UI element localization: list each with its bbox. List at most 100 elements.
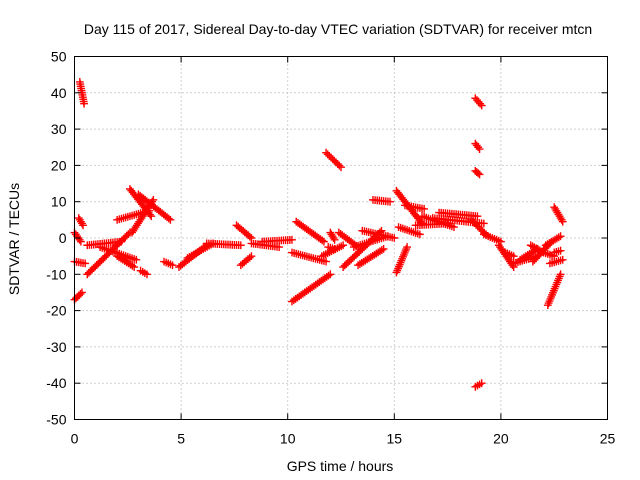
data-point [475,145,484,153]
data-point [473,212,482,221]
data-series-t18 [202,239,245,250]
data-point [236,241,245,250]
data-series-t13 [126,185,156,221]
data-series-t48 [471,379,486,391]
data-point [558,217,567,226]
grid [74,56,608,420]
data-series-t28 [326,228,339,244]
data-series-t5 [70,257,90,268]
data-point [166,215,175,224]
x-tick-label: 15 [387,431,403,447]
x-tick-label: 5 [177,431,185,447]
x-tick-label: 25 [600,431,616,447]
data-point [450,223,458,232]
y-tick-label: 30 [51,121,67,137]
data-series-t19 [232,221,256,242]
data-point [76,237,85,246]
data-point [390,234,399,242]
y-tick-label: 20 [51,157,67,173]
data-point [556,246,565,255]
data-point [509,252,518,261]
data-series-t59 [546,255,567,268]
data-point [477,379,486,388]
y-tick-label: 0 [59,230,67,246]
data-series-t20 [236,252,256,270]
data-series-t42 [428,214,488,228]
data-point [168,261,177,270]
data-point [322,257,330,266]
data-series-t14 [136,266,151,279]
data-points [70,78,567,391]
data-series-t12 [134,190,175,224]
data-series-t23 [288,270,335,306]
data-series-t35 [369,195,394,206]
data-point [477,101,486,110]
y-axis-label: SDTVAR / TECUs [6,183,22,295]
data-series-t2 [70,288,86,304]
data-point [339,241,348,250]
data-point [330,244,339,253]
data-series-t57 [541,232,565,250]
data-point [79,221,87,230]
y-tick-label: 40 [51,85,67,101]
data-series-t3 [70,228,85,246]
data-point [556,232,565,241]
data-point [415,230,424,239]
data-point [275,243,284,251]
data-point [81,259,90,268]
x-axis-label: GPS time / hours [287,458,394,474]
y-tick-label: -10 [46,266,66,282]
data-point [288,235,296,244]
y-tick-label: -40 [46,375,66,391]
data-point [149,195,158,204]
data-point [379,244,388,253]
y-tick-label: -20 [46,303,66,319]
y-tick-label: -50 [46,412,66,428]
data-series-t39 [401,201,429,213]
x-tick-label: 0 [71,431,79,447]
data-series-t43 [435,208,482,221]
data-point [130,263,139,271]
y-tick-label: -30 [46,339,66,355]
data-point [558,255,567,264]
plot-frame [74,56,608,420]
data-point [330,235,339,244]
data-point [337,163,345,172]
data-point [403,243,411,251]
data-series-t34 [358,226,399,242]
data-point [386,197,394,206]
data-point [420,205,429,213]
data-point [147,212,156,221]
data-point [320,237,328,246]
data-series-t46 [471,139,484,153]
y-tick-label: 10 [51,194,67,210]
data-point [474,169,483,178]
data-point [117,237,126,246]
data-point [247,252,256,261]
data-series-t33 [354,244,388,270]
chart-title: Day 115 of 2017, Sidereal Day-to-day VTE… [84,21,592,37]
data-series-t45 [471,94,486,110]
y-tick-label: 50 [51,49,67,65]
data-series-t51 [501,248,518,261]
data-series-t56 [539,248,559,261]
data-series-t9 [113,252,139,271]
x-tick-label: 10 [280,431,296,447]
data-series-t37 [392,243,411,277]
data-series-t22 [258,235,296,246]
x-tick-label: 20 [493,431,509,447]
data-series-t38 [394,223,424,239]
data-point [556,270,565,279]
data-point [78,288,86,297]
data-point [143,270,151,279]
data-series-t61 [550,203,567,226]
data-series-t25 [292,217,328,246]
data-series-t27 [324,243,339,253]
data-point [132,255,141,264]
data-series-t15 [160,257,177,270]
data-series-t58 [543,270,565,310]
data-point [326,270,335,279]
data-point [80,99,88,108]
data-series-t47 [471,166,484,179]
